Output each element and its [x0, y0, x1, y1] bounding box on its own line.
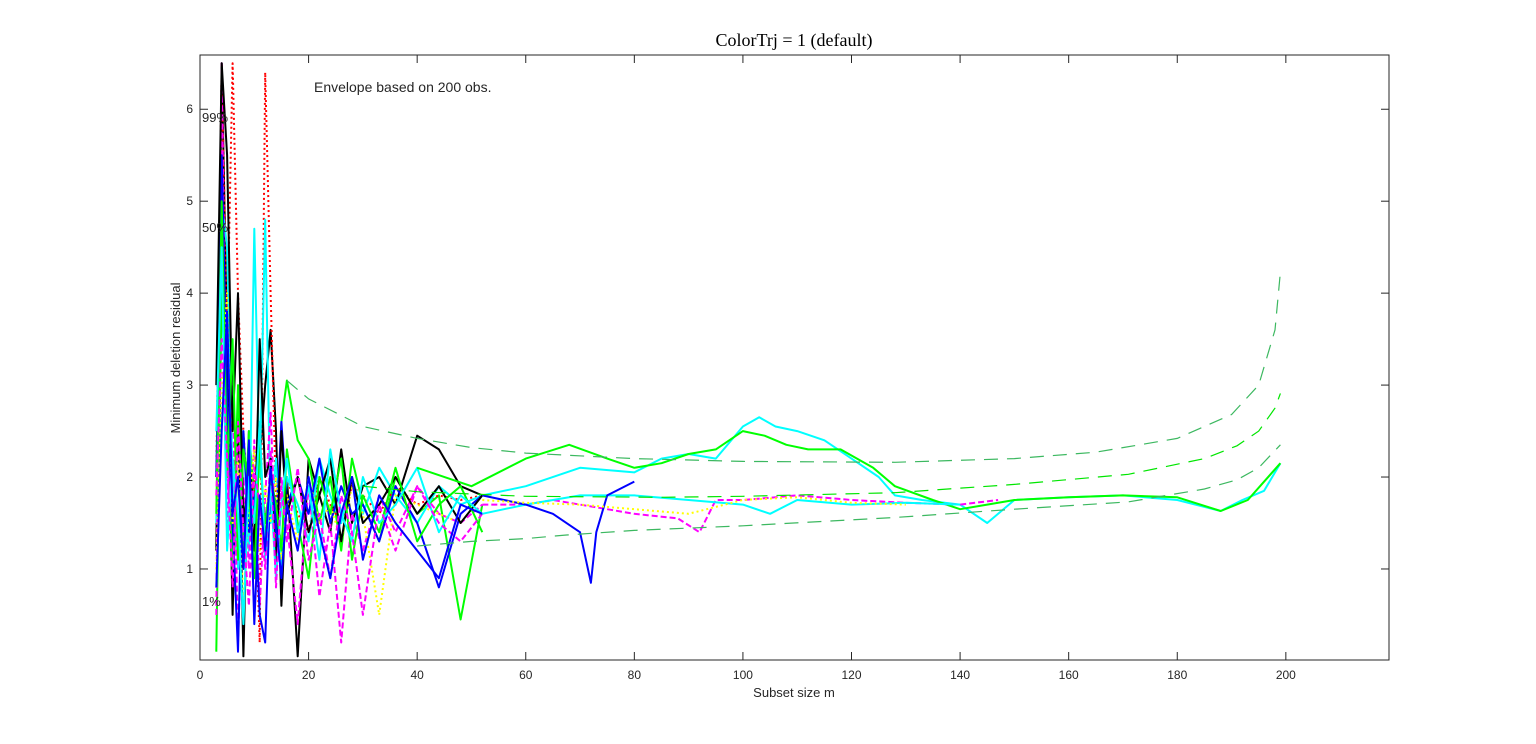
x-tick-label: 160 — [1059, 668, 1079, 682]
plot-background — [200, 55, 1389, 660]
y-tick-label: 6 — [186, 102, 193, 116]
long-trajectory-line-5 — [482, 496, 906, 515]
trajectories — [215, 62, 1282, 658]
trajectory-line-11 — [215, 310, 483, 626]
x-axis-label: Subset size m — [753, 685, 835, 700]
y-tick-label: 2 — [186, 470, 193, 484]
envelope-labels: 99% 50% 1% — [202, 110, 228, 609]
envelope-label-1pct: 1% — [202, 594, 221, 609]
envelope-50pct — [362, 393, 1281, 498]
x-tick-label: 120 — [841, 668, 861, 682]
envelope-annotation: Envelope based on 200 obs. — [314, 79, 491, 95]
trajectory-line-9 — [215, 246, 483, 626]
x-tick-label: 40 — [410, 668, 424, 682]
x-tick-label: 100 — [733, 668, 753, 682]
chart-title: ColorTrj = 1 (default) — [716, 30, 873, 51]
axes-box — [199, 54, 1390, 661]
y-tick-label: 4 — [186, 286, 193, 300]
y-axis-label: Minimum deletion residual — [168, 282, 183, 433]
y-tick-label: 1 — [186, 562, 193, 576]
envelopes — [286, 271, 1281, 547]
long-trajectory-line-1 — [416, 430, 1282, 512]
y-tick-label: 3 — [186, 378, 193, 392]
x-tick-label: 80 — [628, 668, 642, 682]
envelope-99pct — [286, 271, 1281, 463]
x-tick-label: 20 — [302, 668, 316, 682]
long-trajectory-line-4 — [482, 480, 635, 584]
envelope-label-50pct: 50% — [202, 220, 228, 235]
x-tick-label: 0 — [197, 668, 204, 682]
x-tick-label: 60 — [519, 668, 533, 682]
envelope-label-99pct: 99% — [202, 110, 228, 125]
x-tick-label: 200 — [1276, 668, 1296, 682]
long-trajectory-line-0 — [482, 416, 1282, 524]
y-tick-label: 5 — [186, 194, 193, 208]
long-trajectory-line-3 — [482, 494, 961, 515]
trajectory-line-10 — [215, 338, 484, 616]
x-tick-label: 180 — [1167, 668, 1187, 682]
axis-ticks: 0 20 40 60 80 100 120 140 160 180 200 1 2 3 4 5 6 — [186, 55, 1389, 682]
long-trajectory-line-2 — [482, 494, 999, 534]
x-tick-label: 140 — [950, 668, 970, 682]
